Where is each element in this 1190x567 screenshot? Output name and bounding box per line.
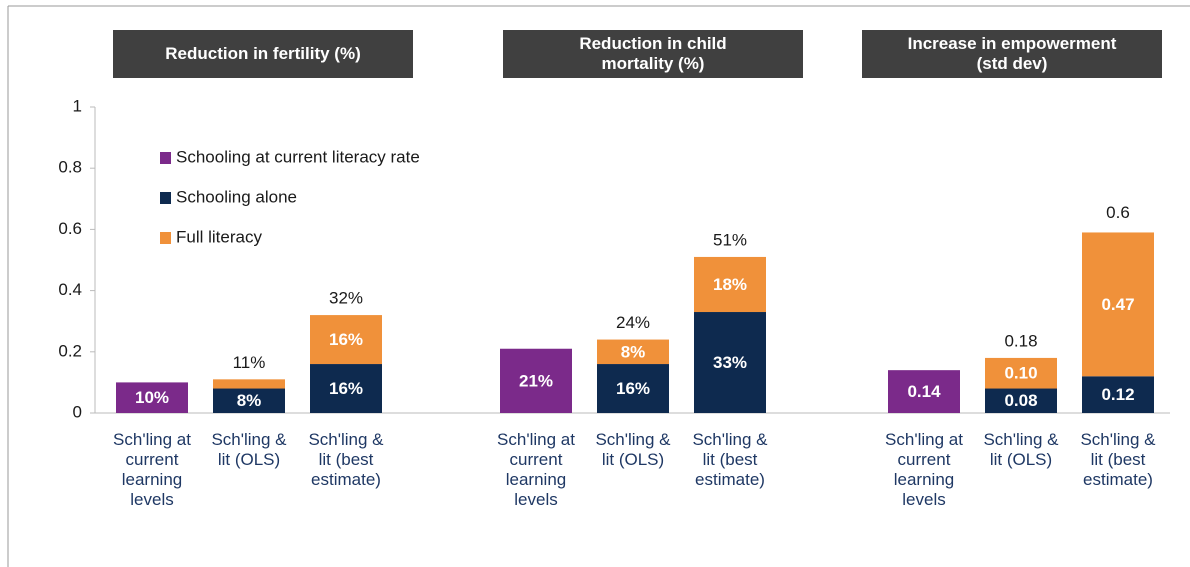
data-label: 33% (713, 353, 747, 372)
x-tick-label: Sch'ling at current learning levels (497, 430, 575, 509)
total-label: 32% (329, 289, 363, 308)
bar-segment (694, 256, 766, 313)
legend-label: Schooling alone (176, 187, 297, 206)
data-label: 16% (616, 379, 650, 398)
bar-segment (694, 312, 766, 413)
x-tick-label: Sch'ling & lit (best estimate) (692, 430, 768, 489)
panel-title-box: Reduction in child mortality (%) (503, 30, 803, 78)
total-label: 24% (616, 313, 650, 332)
data-label: 0.10 (1004, 364, 1037, 383)
legend-swatch (160, 192, 171, 204)
bar-segment (310, 315, 382, 365)
x-tick-label: Sch'ling at current learning levels (885, 430, 963, 509)
data-label: 0.14 (907, 382, 941, 401)
bar-segment (116, 382, 188, 413)
y-tick-label: 0.8 (58, 158, 82, 177)
panel-title: Reduction in fertility (%) (165, 44, 361, 63)
data-label: 0.12 (1101, 385, 1134, 404)
y-tick-label: 0.2 (58, 341, 82, 360)
data-label: 10% (135, 388, 169, 407)
total-label: 51% (713, 230, 747, 249)
bar-segment (985, 357, 1057, 389)
legend-swatch (160, 232, 171, 244)
panel-title: Reduction in child mortality (%) (579, 34, 727, 73)
x-tick-label: Sch'ling & lit (best estimate) (1080, 430, 1156, 489)
data-label: 8% (237, 391, 262, 410)
x-tick-label: Sch'ling & lit (best estimate) (308, 430, 384, 489)
total-label: 11% (233, 353, 266, 372)
y-tick-label: 1 (73, 96, 82, 115)
x-tick-label: Sch'ling & lit (OLS) (983, 430, 1059, 469)
y-tick-label: 0.6 (58, 219, 82, 238)
panel-title: Increase in empowerment (std dev) (907, 34, 1117, 73)
x-tick-label: Sch'ling & lit (OLS) (211, 430, 287, 469)
data-label: 18% (713, 275, 747, 294)
bar-segment (888, 370, 960, 413)
bar-segment (597, 364, 669, 413)
total-label: 0.18 (1004, 331, 1037, 350)
x-tick-label: Sch'ling & lit (OLS) (595, 430, 671, 469)
panel-title-box: Increase in empowerment (std dev) (862, 30, 1162, 78)
bar-segment (1082, 376, 1154, 413)
legend-swatch (160, 152, 171, 164)
total-label: 0.6 (1106, 203, 1130, 222)
bar-segment (310, 364, 382, 413)
data-label: 16% (329, 379, 363, 398)
data-label: 16% (329, 330, 363, 349)
panel-title-box: Reduction in fertility (%) (113, 30, 413, 78)
bar-segment (213, 379, 285, 389)
legend-label: Full literacy (176, 227, 262, 246)
bar-segment (500, 348, 572, 413)
bar-segment (985, 388, 1057, 413)
data-label: 21% (519, 371, 553, 390)
bar-segment (213, 388, 285, 413)
legend-label: Schooling at current literacy rate (176, 147, 420, 166)
data-label: 0.47 (1101, 295, 1134, 314)
bar-segment (597, 339, 669, 365)
y-tick-label: 0.4 (58, 280, 82, 299)
bar-segment (1082, 232, 1154, 377)
x-tick-label: Sch'ling at current learning levels (113, 430, 191, 509)
data-label: 0.08 (1004, 391, 1037, 410)
y-tick-label: 0 (73, 402, 82, 421)
data-label: 8% (621, 342, 646, 361)
